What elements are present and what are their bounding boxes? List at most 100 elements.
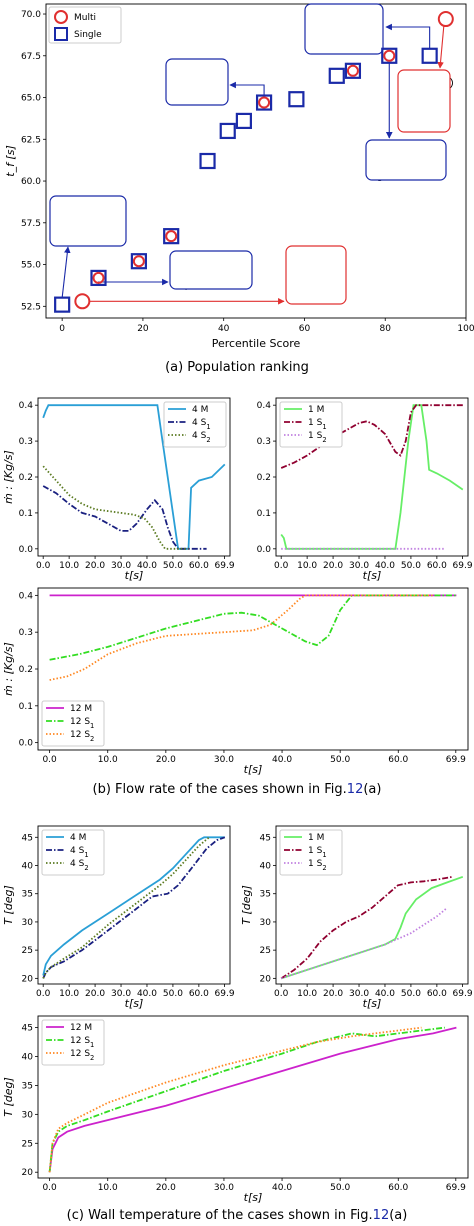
- x-tick-label: 10.0: [297, 989, 317, 999]
- y-tick-label: 30: [260, 918, 272, 928]
- legend-entry: 12 M: [70, 1023, 92, 1033]
- y-tick-label: 0.3: [19, 628, 33, 638]
- series-line: [48, 1026, 457, 1173]
- y-tick-label: 0.4: [19, 591, 34, 601]
- single-marker: [328, 67, 345, 84]
- axes-frame: [37, 1015, 469, 1179]
- x-tick-label: 10.0: [98, 1183, 118, 1193]
- legend-entry: 4 S2: [70, 859, 89, 872]
- x-tick-label: 20.0: [323, 989, 343, 999]
- x-tick-label: 0.0: [36, 989, 51, 999]
- y-tick-label: 0.0: [19, 545, 34, 555]
- y-tick-label: 0.3: [19, 437, 33, 447]
- x-tick-label: 40.0: [137, 989, 157, 999]
- x-tick-label: 30.0: [349, 989, 369, 999]
- y-axis-label: t_f [s]: [4, 145, 17, 177]
- series-line: [48, 1026, 445, 1173]
- series-line: [49, 594, 457, 661]
- series-line: [42, 404, 226, 550]
- x-tick-label: 30.0: [214, 1183, 234, 1193]
- series-line: [48, 1026, 422, 1173]
- x-axis-label: t[s]: [125, 569, 144, 582]
- y-tick-label: 35: [22, 1081, 33, 1091]
- x-tick-label: 0.0: [274, 561, 289, 571]
- y-tick-label: 30: [22, 1110, 34, 1120]
- y-tick-label: 0.4: [257, 401, 272, 411]
- x-tick-label: 100: [457, 324, 474, 334]
- connector-single-1: [61, 246, 71, 298]
- x-axis-label: t[s]: [363, 569, 382, 582]
- legend-entry: 4 M: [70, 833, 86, 843]
- series-line: [42, 836, 226, 979]
- legend-entry: 1 S1: [308, 418, 327, 431]
- axes-frame: [45, 3, 467, 319]
- x-tick-label: 60.0: [388, 1183, 408, 1193]
- x-tick-label: 0: [59, 324, 65, 334]
- multi-marker: [383, 49, 396, 62]
- x-axis-label: t[s]: [363, 997, 382, 1010]
- y-axis-label: ṁ : [Kg/s]: [2, 642, 15, 696]
- x-tick-label: 40: [218, 324, 230, 334]
- y-tick-label: 0.1: [19, 509, 33, 519]
- x-tick-label: 0.0: [42, 755, 57, 765]
- x-tick-label: 69.9: [446, 755, 466, 765]
- legend: Multi Single: [48, 6, 122, 44]
- y-tick-label: 67.5: [21, 52, 41, 62]
- x-axis-label: t[s]: [244, 763, 263, 776]
- y-tick-label: 0.0: [257, 545, 272, 555]
- series-line: [280, 875, 464, 980]
- y-tick-label: 35: [260, 890, 271, 900]
- flow-rate-chart-12: 0.0 10.0 20.0 30.0 40.0 50.0 60.0 69.9 0.0 0.1 0.2…: [2, 587, 469, 776]
- single-marker: [381, 47, 398, 64]
- x-tick-label: 69.9: [453, 561, 473, 571]
- x-tick-label: 0.0: [274, 989, 289, 999]
- x-tick-label: 30.0: [111, 561, 131, 571]
- x-tick-label: 30.0: [214, 755, 234, 765]
- x-axis-label: Percentile Score: [212, 337, 301, 350]
- single-marker: [219, 122, 236, 140]
- legend: 4 M 4 S14 S2: [41, 829, 105, 876]
- y-tick-label: 40: [22, 1053, 34, 1063]
- y-tick-label: 20: [22, 1168, 34, 1178]
- inset-frame: [49, 195, 127, 247]
- series-line: [49, 594, 434, 681]
- series-line: [280, 404, 463, 469]
- y-axis-label: T [deg]: [2, 885, 15, 925]
- x-tick-label: 60.0: [189, 989, 209, 999]
- x-tick-label: 10.0: [297, 561, 317, 571]
- single-marker: [90, 269, 107, 287]
- y-tick-label: 40: [22, 862, 34, 872]
- single-marker: [344, 62, 362, 79]
- x-tick-label: 20.0: [85, 989, 105, 999]
- x-tick-label: 80: [380, 324, 392, 334]
- legend-entry: 1 S2: [308, 859, 327, 872]
- y-tick-label: 25: [22, 946, 33, 956]
- series-line: [42, 485, 207, 550]
- inset-frame: [285, 245, 347, 305]
- x-tick-label: 40.0: [375, 989, 395, 999]
- x-tick-label: 10.0: [98, 755, 118, 765]
- y-tick-label: 62.5: [21, 135, 41, 145]
- legend-entry: 4 S1: [192, 418, 211, 431]
- inset-frame: [397, 69, 451, 133]
- x-tick-label: 50.0: [163, 561, 183, 571]
- single-marker: [130, 253, 147, 270]
- legend-entry: 12 S2: [70, 1049, 94, 1062]
- caption-a: (a) Population ranking: [165, 360, 309, 375]
- y-tick-label: 0.2: [19, 473, 33, 483]
- legend-entry: 4 M: [192, 405, 208, 415]
- legend-marker-single: [54, 27, 68, 41]
- y-tick-label: 52.5: [21, 302, 41, 312]
- legend-entry: 4 S2: [192, 431, 211, 444]
- x-tick-label: 60.0: [427, 561, 447, 571]
- x-tick-label: 0.0: [36, 561, 51, 571]
- y-tick-label: 25: [22, 1139, 33, 1149]
- legend-entry: 12 M: [70, 704, 92, 714]
- y-tick-label: 40: [260, 862, 272, 872]
- y-tick-label: 0.2: [257, 473, 271, 483]
- y-tick-label: 0.1: [19, 702, 33, 712]
- legend: 1 M 1 S11 S2: [279, 829, 343, 876]
- x-tick-label: 0.0: [42, 1183, 57, 1193]
